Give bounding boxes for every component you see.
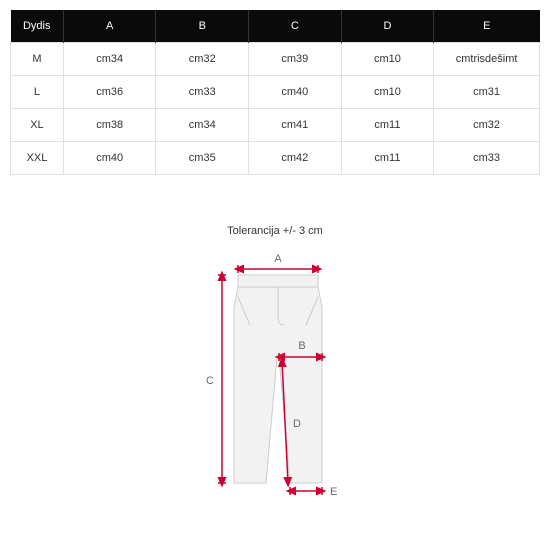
cell: cm39 <box>249 43 342 76</box>
cell: cm34 <box>156 109 249 142</box>
cell: cm41 <box>249 109 342 142</box>
cell: cm11 <box>341 109 434 142</box>
cell: cm42 <box>249 142 342 175</box>
pants-diagram: A B C D E <box>180 247 370 507</box>
cell: cm10 <box>341 76 434 109</box>
header-size: Dydis <box>11 10 64 43</box>
cell: cm34 <box>63 43 156 76</box>
cell: cm36 <box>63 76 156 109</box>
table-row: XXL cm40 cm35 cm42 cm11 cm33 <box>11 142 540 175</box>
cell: cm38 <box>63 109 156 142</box>
label-b: B <box>298 340 305 352</box>
cell: cm32 <box>156 43 249 76</box>
label-d: D <box>293 418 301 430</box>
cell: cm11 <box>341 142 434 175</box>
table-row: L cm36 cm33 cm40 cm10 cm31 <box>11 76 540 109</box>
label-a: A <box>274 253 282 265</box>
header-d: D <box>341 10 434 43</box>
label-c: C <box>206 375 214 387</box>
cell: cm32 <box>434 109 540 142</box>
cell: cm40 <box>249 76 342 109</box>
cell: cmtrisdešimt <box>434 43 540 76</box>
cell: cm33 <box>434 142 540 175</box>
table-header-row: Dydis A B C D E <box>11 10 540 43</box>
size-table: Dydis A B C D E M cm34 cm32 cm39 cm10 cm… <box>10 10 540 175</box>
cell: XXL <box>11 142 64 175</box>
header-c: C <box>249 10 342 43</box>
tolerance-label: Tolerancija +/- 3 cm <box>10 225 540 237</box>
diagram-section: Tolerancija +/- 3 cm <box>10 225 540 507</box>
table-row: M cm34 cm32 cm39 cm10 cmtrisdešimt <box>11 43 540 76</box>
table-row: XL cm38 cm34 cm41 cm11 cm32 <box>11 109 540 142</box>
cell: cm35 <box>156 142 249 175</box>
table-body: M cm34 cm32 cm39 cm10 cmtrisdešimt L cm3… <box>11 43 540 175</box>
cell: XL <box>11 109 64 142</box>
cell: M <box>11 43 64 76</box>
cell: cm40 <box>63 142 156 175</box>
cell: cm33 <box>156 76 249 109</box>
header-a: A <box>63 10 156 43</box>
label-e: E <box>330 486 337 498</box>
cell: L <box>11 76 64 109</box>
cell: cm31 <box>434 76 540 109</box>
cell: cm10 <box>341 43 434 76</box>
header-e: E <box>434 10 540 43</box>
header-b: B <box>156 10 249 43</box>
